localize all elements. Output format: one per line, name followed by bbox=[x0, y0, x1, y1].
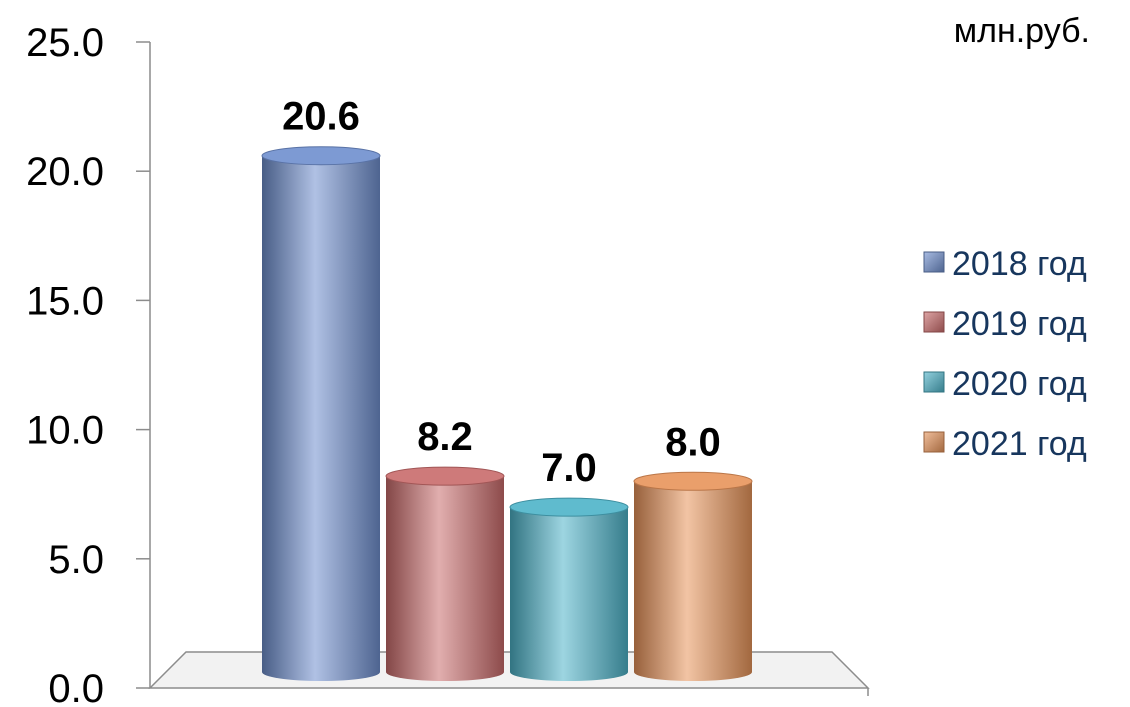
bar-2018-год bbox=[262, 155, 380, 682]
data-label: 20.6 bbox=[282, 95, 360, 139]
legend-label: 2019 год bbox=[952, 305, 1087, 343]
unit-label: млн.руб. bbox=[954, 12, 1090, 50]
chart-floor bbox=[148, 651, 870, 689]
legend-swatch bbox=[923, 431, 945, 453]
bar-2019-год bbox=[386, 476, 504, 681]
y-tick-label: 0.0 bbox=[48, 667, 104, 707]
legend-label: 2018 год bbox=[952, 245, 1087, 283]
bar-top-cap bbox=[261, 146, 381, 166]
legend-swatch bbox=[923, 251, 945, 273]
data-label: 7.0 bbox=[541, 446, 597, 490]
y-tick-label: 15.0 bbox=[26, 279, 104, 323]
bar-2021-год bbox=[634, 481, 752, 681]
legend: 2018 год 2019 год 2020 год 2021 год bbox=[923, 245, 1087, 463]
bar-top-cap bbox=[509, 497, 629, 517]
bars bbox=[261, 146, 753, 682]
legend-label: 2021 год bbox=[952, 425, 1087, 463]
y-axis-ticks: 0.0 5.0 10.0 15.0 20.0 25.0 bbox=[26, 21, 150, 707]
data-labels: 20.6 8.2 7.0 8.0 bbox=[282, 95, 721, 490]
y-tick-label: 25.0 bbox=[26, 21, 104, 65]
y-tick-label: 5.0 bbox=[48, 538, 104, 582]
data-label: 8.2 bbox=[417, 415, 473, 459]
legend-swatch bbox=[923, 371, 945, 393]
y-tick-label: 10.0 bbox=[26, 409, 104, 453]
bar-2020-год bbox=[510, 507, 628, 681]
bar-top-cap bbox=[385, 466, 505, 486]
bar-top-cap bbox=[633, 471, 753, 491]
legend-label: 2020 год bbox=[952, 365, 1087, 403]
legend-swatch bbox=[923, 311, 945, 333]
y-tick-label: 20.0 bbox=[26, 150, 104, 194]
data-label: 8.0 bbox=[665, 420, 721, 464]
